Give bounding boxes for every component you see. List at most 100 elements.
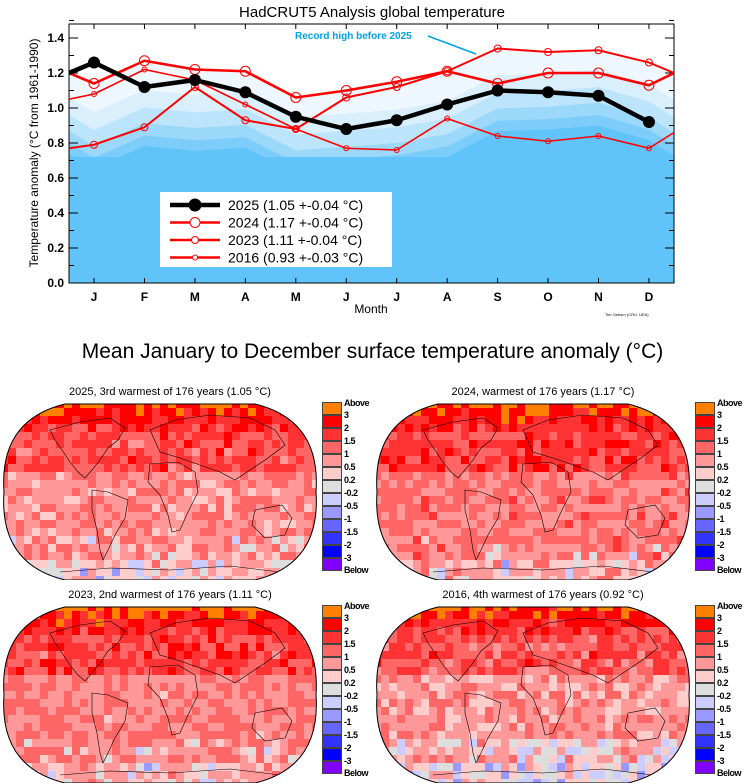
- grid-cell: [40, 404, 48, 408]
- grid-cell: [176, 667, 184, 675]
- grid-cell: [104, 723, 112, 731]
- grid-cell: [104, 651, 112, 659]
- grid-cell: [144, 675, 152, 683]
- grid-cell: [629, 576, 637, 580]
- grid-cell: [509, 739, 517, 747]
- grid-cell: [24, 659, 32, 667]
- grid-cell: [661, 408, 669, 416]
- grid-cell: [128, 659, 136, 667]
- grid-cell: [525, 763, 533, 771]
- grid-cell: [669, 464, 677, 472]
- grid-cell: [280, 552, 288, 560]
- grid-cell: [429, 643, 437, 651]
- grid-cell: [381, 651, 389, 659]
- grid-cell: [312, 771, 317, 779]
- grid-cell: [477, 707, 485, 715]
- grid-cell: [184, 448, 192, 456]
- grid-cell: [445, 771, 453, 779]
- grid-cell: [120, 496, 128, 504]
- grid-cell: [304, 520, 312, 528]
- grid-cell: [605, 544, 613, 552]
- grid-cell: [565, 635, 573, 643]
- anomaly-map: [3, 606, 317, 783]
- grid-cell: [128, 504, 136, 512]
- grid-cell: [549, 576, 557, 580]
- grid-cell: [685, 643, 690, 651]
- grid-cell: [565, 667, 573, 675]
- grid-cell: [541, 763, 549, 771]
- grid-cell: [96, 691, 104, 699]
- grid-cell: [493, 464, 501, 472]
- grid-cell: [485, 635, 493, 643]
- grid-cell: [112, 651, 120, 659]
- grid-cell: [565, 456, 573, 464]
- grid-cell: [445, 643, 453, 651]
- grid-cell: [144, 699, 152, 707]
- grid-cell: [32, 432, 40, 440]
- grid-cell: [224, 512, 232, 520]
- grid-cell: [232, 667, 240, 675]
- grid-cell: [240, 627, 248, 635]
- grid-cell: [64, 560, 72, 568]
- grid-cell: [381, 699, 389, 707]
- grid-cell: [517, 675, 525, 683]
- grid-cell: [104, 643, 112, 651]
- grid-cell: [280, 544, 288, 552]
- grid-cell: [72, 675, 80, 683]
- grid-cell: [405, 731, 413, 739]
- grid-cell: [677, 536, 685, 544]
- grid-cell: [3, 747, 8, 755]
- grid-cell: [621, 611, 629, 619]
- grid-cell: [549, 699, 557, 707]
- grid-cell: [136, 715, 144, 723]
- grid-cell: [589, 707, 597, 715]
- data-point-2025: [592, 89, 605, 102]
- grid-cell: [32, 536, 40, 544]
- grid-cell: [397, 448, 405, 456]
- grid-cell: [581, 488, 589, 496]
- grid-cell: [144, 404, 152, 408]
- grid-cell: [192, 747, 200, 755]
- grid-cell: [312, 643, 317, 651]
- grid-cell: [565, 747, 573, 755]
- grid-cell: [597, 739, 605, 747]
- grid-cell: [597, 552, 605, 560]
- grid-cell: [104, 504, 112, 512]
- grid-cell: [168, 763, 176, 771]
- grid-cell: [104, 619, 112, 627]
- grid-cell: [88, 755, 96, 763]
- grid-cell: [184, 731, 192, 739]
- grid-cell: [677, 763, 685, 771]
- grid-cell: [232, 779, 240, 783]
- grid-cell: [533, 739, 541, 747]
- grid-cell: [32, 627, 40, 635]
- grid-cell: [24, 723, 32, 731]
- grid-cell: [429, 404, 437, 408]
- grid-cell: [8, 504, 16, 512]
- data-point-2025: [239, 86, 252, 99]
- grid-cell: [56, 472, 64, 480]
- coastline: [251, 504, 293, 539]
- grid-cell: [96, 576, 104, 580]
- grid-cell: [272, 552, 280, 560]
- grid-cell: [685, 496, 690, 504]
- colorbar-label: -0.2: [344, 691, 358, 701]
- grid-cell: [64, 635, 72, 643]
- grid-cell: [48, 472, 56, 480]
- grid-cell: [272, 528, 280, 536]
- grid-cell: [200, 659, 208, 667]
- grid-cell: [493, 675, 501, 683]
- grid-cell: [437, 552, 445, 560]
- grid-cell: [605, 432, 613, 440]
- grid-cell: [637, 536, 645, 544]
- grid-cell: [389, 404, 397, 408]
- grid-cell: [549, 683, 557, 691]
- grid-cell: [16, 404, 24, 408]
- grid-cell: [645, 611, 653, 619]
- grid-cell: [56, 408, 64, 416]
- grid-cell: [677, 440, 685, 448]
- grid-cell: [565, 651, 573, 659]
- grid-cell: [208, 607, 216, 611]
- colorbar-label: 2: [717, 423, 722, 433]
- grid-cell: [80, 504, 88, 512]
